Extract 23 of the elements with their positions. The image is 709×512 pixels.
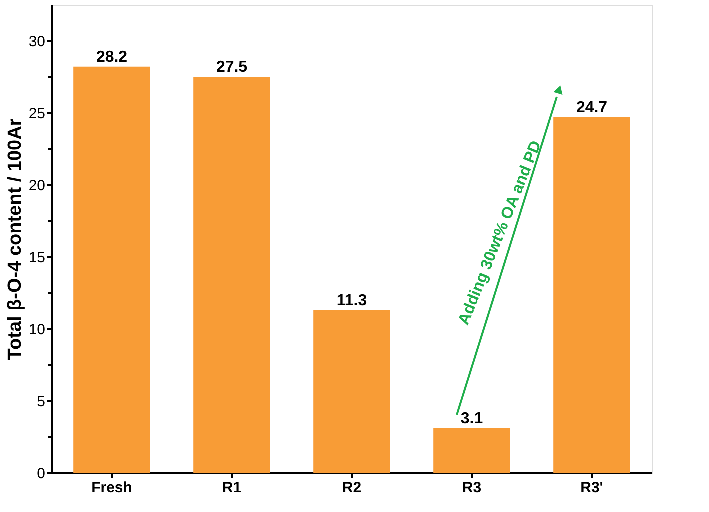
y-axis-title: Total β-O-4 content / 100Ar (4, 118, 26, 360)
x-tick-label: R1 (222, 480, 242, 496)
y-tick-label: 0 (37, 466, 46, 482)
y-tick-label: 15 (28, 250, 46, 266)
bar (554, 117, 630, 473)
bar (434, 428, 510, 473)
x-tick-label: Fresh (92, 480, 132, 496)
data-label: 24.7 (576, 99, 608, 116)
bar (314, 310, 390, 473)
data-label: 3.1 (460, 410, 484, 428)
y-tick-label: 25 (28, 106, 46, 122)
data-label: 11.3 (336, 292, 368, 310)
y-tick-label: 20 (28, 178, 46, 194)
x-tick-label: R3' (580, 480, 604, 496)
data-label: 27.5 (216, 59, 248, 76)
x-tick-label: R2 (342, 480, 362, 496)
y-tick-label: 10 (28, 322, 46, 338)
y-tick-label: 30 (28, 34, 46, 50)
y-tick-label: 5 (37, 394, 46, 410)
x-tick-label: R3 (462, 480, 482, 496)
bar (74, 66, 150, 473)
data-label: 28.2 (96, 48, 128, 66)
bar (194, 77, 270, 473)
